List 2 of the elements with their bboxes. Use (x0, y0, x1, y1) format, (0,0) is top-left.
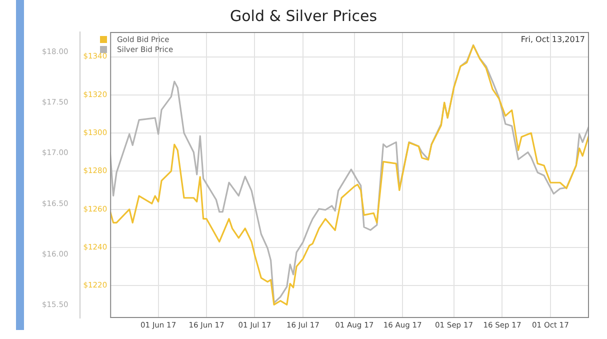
chart-title: Gold & Silver Prices (228, 7, 378, 25)
annotation: Fri, Oct 13,2017 (520, 35, 585, 44)
